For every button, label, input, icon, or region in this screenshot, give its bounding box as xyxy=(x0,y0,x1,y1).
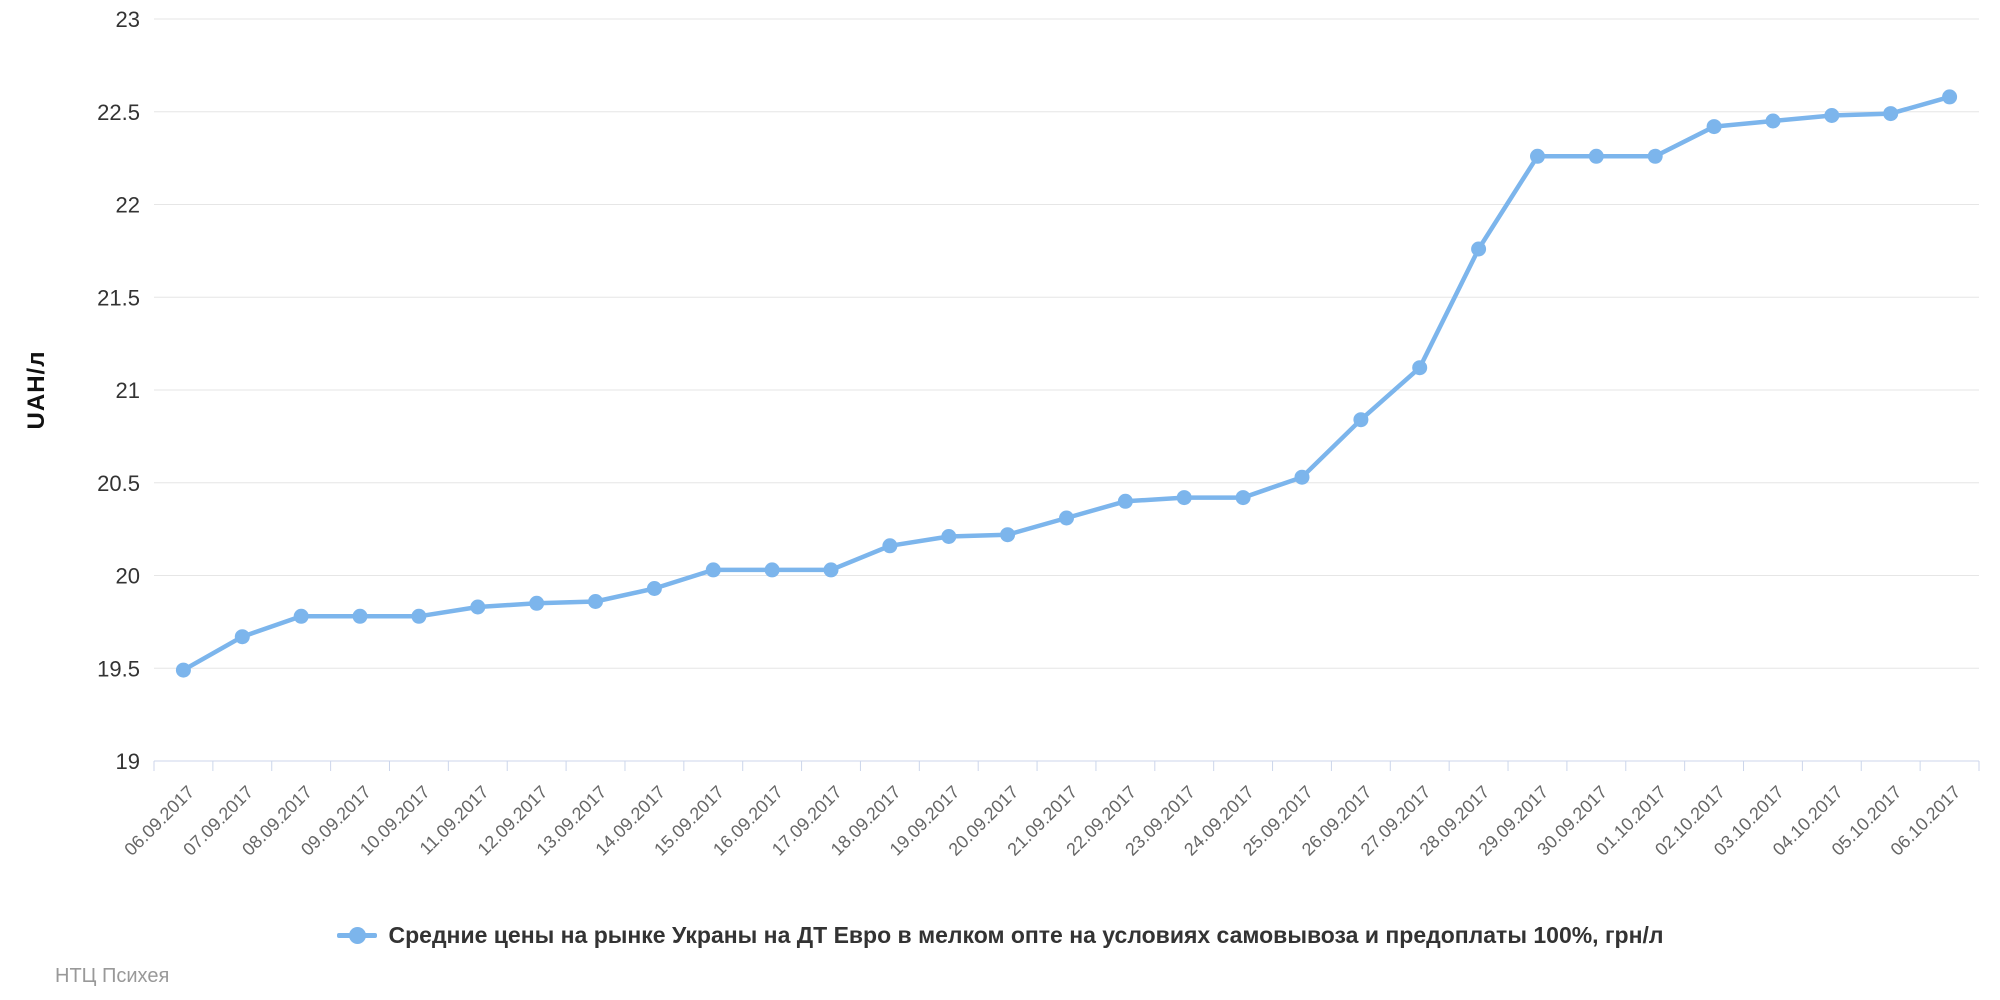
data-point[interactable] xyxy=(352,608,368,624)
data-point[interactable] xyxy=(1176,490,1192,506)
data-point[interactable] xyxy=(1706,119,1722,135)
y-axis-tick-label: 21.5 xyxy=(97,285,140,310)
data-point[interactable] xyxy=(1765,113,1781,129)
data-point[interactable] xyxy=(764,562,780,578)
y-axis-title: UAH/л xyxy=(23,350,50,430)
data-point[interactable] xyxy=(1588,148,1604,164)
y-axis-tick-label: 19 xyxy=(116,749,140,774)
data-point[interactable] xyxy=(1883,106,1899,122)
y-axis-tick-label: 22 xyxy=(116,193,140,218)
data-point[interactable] xyxy=(1824,108,1840,123)
legend-series-marker-icon xyxy=(336,927,377,944)
data-point[interactable] xyxy=(1294,469,1310,485)
data-point[interactable] xyxy=(882,538,898,554)
data-point[interactable] xyxy=(1000,527,1016,543)
data-point[interactable] xyxy=(411,608,427,624)
series-line xyxy=(181,94,1952,673)
legend-item[interactable]: Средние цены на рынке Украны на ДТ Евро … xyxy=(0,922,2000,949)
y-axis-tick-label: 22.5 xyxy=(97,100,140,125)
data-point[interactable] xyxy=(1117,493,1133,509)
data-point[interactable] xyxy=(646,581,662,596)
y-axis-tick-label: 21 xyxy=(116,378,140,403)
data-point[interactable] xyxy=(1647,148,1663,164)
data-point[interactable] xyxy=(470,599,486,615)
y-axis-tick-label: 19.5 xyxy=(97,656,140,681)
data-point[interactable] xyxy=(823,562,839,578)
data-point[interactable] xyxy=(1942,89,1958,105)
data-point[interactable] xyxy=(1412,360,1428,376)
data-point[interactable] xyxy=(1059,510,1074,526)
brand-credit: НТЦ Психея xyxy=(55,965,170,987)
data-point[interactable] xyxy=(1530,148,1545,164)
y-axis-tick-label: 20.5 xyxy=(97,471,140,496)
y-axis-tick-label: 20 xyxy=(116,564,140,589)
data-point[interactable] xyxy=(1235,490,1251,506)
data-point[interactable] xyxy=(941,529,957,544)
y-axis-tick-label: 23 xyxy=(116,7,140,32)
legend-label: Средние цены на рынке Украны на ДТ Евро … xyxy=(388,922,1664,948)
data-point[interactable] xyxy=(529,595,545,611)
data-point[interactable] xyxy=(234,629,250,645)
data-point[interactable] xyxy=(588,594,603,609)
data-point[interactable] xyxy=(175,662,191,678)
data-point[interactable] xyxy=(1471,241,1487,257)
data-point[interactable] xyxy=(1353,412,1369,428)
data-point[interactable] xyxy=(293,608,309,624)
data-point[interactable] xyxy=(705,562,721,578)
